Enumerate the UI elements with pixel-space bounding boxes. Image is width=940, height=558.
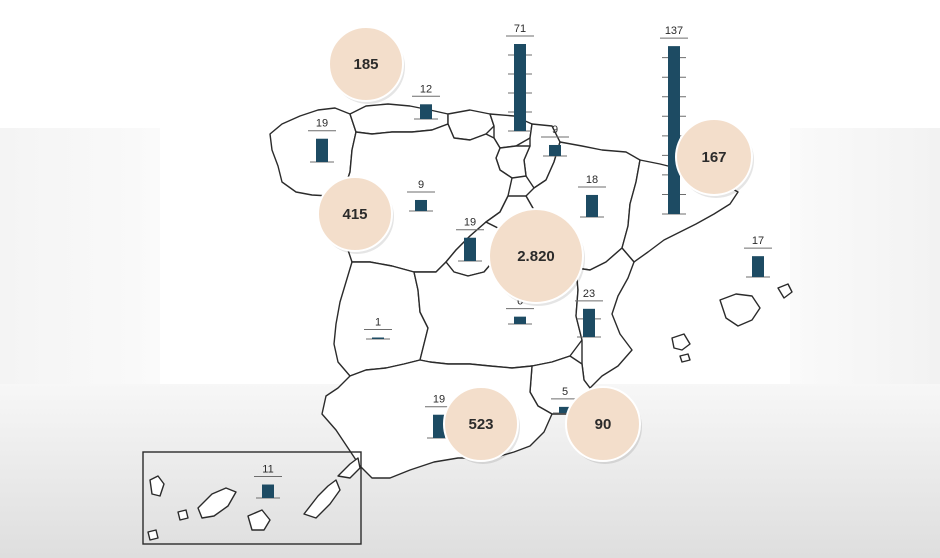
bubble-circle-galicia xyxy=(317,176,393,252)
region-cataluna xyxy=(621,159,739,263)
bubble-shadow xyxy=(331,30,405,104)
region-mallorca xyxy=(719,293,761,327)
bar-la-rioja xyxy=(549,144,561,156)
bar-value-label-la-rioja: 9 xyxy=(552,124,558,136)
bar-castilla-leon xyxy=(415,199,427,211)
bar-value-label-castilla-la-mancha: 6 xyxy=(517,296,523,308)
region-valencia xyxy=(575,247,635,389)
bar-marker-madrid: 19 xyxy=(456,217,484,262)
bar-marker-la-rioja: 9 xyxy=(541,124,569,157)
bubble-value-label-cataluna: 167 xyxy=(701,149,726,166)
bar-baleares xyxy=(752,256,764,277)
bar-marker-castilla-leon: 9 xyxy=(407,179,435,212)
region-castilla-la-mancha xyxy=(413,195,583,369)
bar-cataluna xyxy=(668,46,680,214)
region-la-rioja xyxy=(495,145,531,179)
bar-navarra xyxy=(514,44,526,131)
bar-marker-galicia: 19 xyxy=(308,118,336,163)
region-asturias xyxy=(349,103,449,135)
bar-marker-extremadura: 1 xyxy=(364,317,392,340)
bar-galicia xyxy=(316,138,328,162)
bar-asturias xyxy=(420,104,432,119)
bubble-asturias: 185 xyxy=(328,26,405,104)
bubble-circle-asturias xyxy=(328,26,404,102)
bar-marker-asturias: 12 xyxy=(412,83,440,120)
bubble-cataluna: 167 xyxy=(675,118,754,198)
bar-valencia xyxy=(583,308,595,337)
region-castilla-leon xyxy=(343,123,513,273)
bubble-value-label-galicia: 415 xyxy=(342,206,367,223)
region-madrid xyxy=(445,221,507,277)
bubble-circle-madrid xyxy=(488,208,584,304)
bar-value-label-baleares: 17 xyxy=(752,235,764,247)
bar-marker-cataluna: 137 xyxy=(660,25,688,215)
bar-castilla-la-mancha xyxy=(514,316,526,324)
bubble-madrid: 2.820 xyxy=(488,208,585,306)
region-galicia xyxy=(269,107,357,197)
region-formentera xyxy=(679,353,691,363)
bubble-value-label-asturias: 185 xyxy=(353,56,378,73)
bar-marker-castilla-la-mancha: 6 xyxy=(506,296,534,325)
bar-value-label-madrid: 19 xyxy=(464,217,476,229)
bar-value-label-castilla-leon: 9 xyxy=(418,179,424,191)
bar-value-label-navarra: 71 xyxy=(514,23,526,35)
region-ibiza xyxy=(671,333,691,351)
background-panel-right xyxy=(790,128,940,388)
bar-extremadura xyxy=(372,337,384,339)
region-cantabria xyxy=(447,109,495,141)
bar-aragon xyxy=(586,194,598,217)
bubble-shadow xyxy=(491,212,585,306)
bar-marker-navarra: 71 xyxy=(506,23,534,132)
bar-value-label-galicia: 19 xyxy=(316,118,328,130)
bar-value-label-aragon: 18 xyxy=(586,174,598,186)
region-aragon xyxy=(525,141,641,271)
bubble-shadow xyxy=(678,122,754,198)
bubble-shadow xyxy=(320,180,394,254)
bar-marker-valencia: 23 xyxy=(575,288,603,338)
bar-value-label-cataluna: 137 xyxy=(665,25,683,37)
background-footer xyxy=(0,384,940,558)
region-extremadura xyxy=(333,261,429,377)
bubble-value-label-madrid: 2.820 xyxy=(517,248,555,265)
bar-value-label-valencia: 23 xyxy=(583,288,595,300)
bar-value-label-extremadura: 1 xyxy=(375,317,381,329)
bar-marker-aragon: 18 xyxy=(578,174,606,218)
region-navarra xyxy=(523,123,561,189)
bubble-galicia: 415 xyxy=(317,176,394,254)
bar-value-label-asturias: 12 xyxy=(420,83,432,95)
bar-marker-baleares: 17 xyxy=(744,235,772,278)
bubble-circle-cataluna xyxy=(675,118,753,196)
bar-madrid xyxy=(464,237,476,261)
background-panel-left xyxy=(0,128,160,388)
region-pais-vasco xyxy=(489,113,533,149)
